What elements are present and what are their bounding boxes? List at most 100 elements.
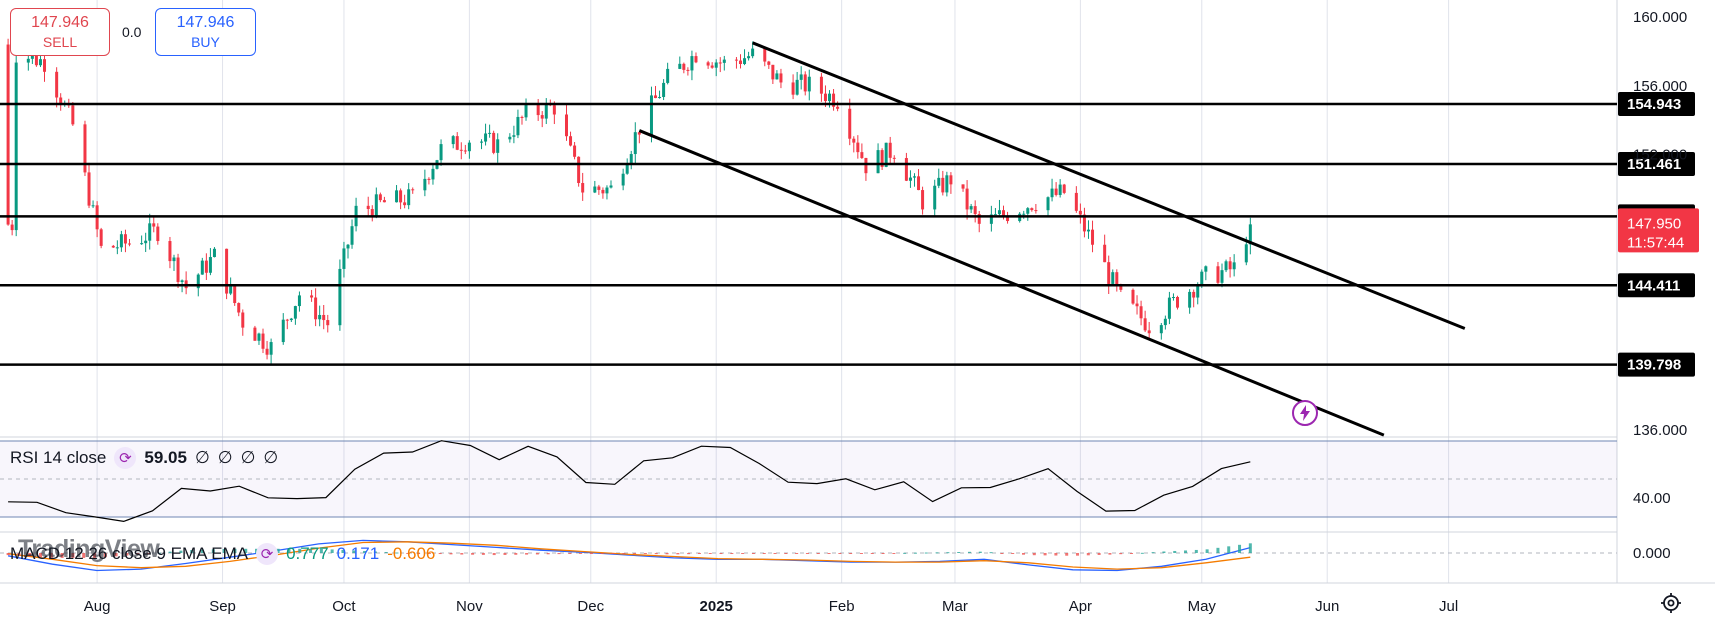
candle-body <box>751 48 755 57</box>
candle-body <box>156 226 160 242</box>
candle-body <box>407 189 411 206</box>
candle-body <box>597 186 601 190</box>
candle-body <box>1176 297 1179 308</box>
horizontal-levels[interactable]: 154.943151.461148.415144.411139.798147.9… <box>0 92 1699 377</box>
macd-histogram-bar <box>1248 543 1252 553</box>
macd-histogram-bar <box>136 553 140 555</box>
time-axis-label: 2025 <box>700 598 733 615</box>
sell-label: SELL <box>42 34 78 50</box>
macd-histogram-bar <box>114 553 118 557</box>
macd-histogram-bar <box>784 553 788 554</box>
candle-body <box>763 48 767 62</box>
candle-body <box>706 62 710 66</box>
macd-histogram-bar <box>989 552 993 554</box>
macd-histogram-bar <box>147 553 151 554</box>
candle-body <box>937 177 941 186</box>
candle-body <box>115 247 119 249</box>
candle-body <box>1147 330 1151 334</box>
macd-histogram-value: 0.777 <box>286 544 329 563</box>
macd-histogram-bar <box>103 553 107 558</box>
candle-body <box>1163 318 1167 326</box>
trendlines[interactable] <box>638 41 1466 437</box>
candle-body <box>1050 188 1054 198</box>
flash-icon[interactable] <box>1291 399 1319 427</box>
candle-body <box>848 108 852 139</box>
candle-body <box>969 206 973 210</box>
candle-body <box>297 295 301 307</box>
candle-body <box>229 286 233 294</box>
macd-histogram-bar <box>49 553 53 558</box>
macd-histogram-bar <box>708 553 712 554</box>
macd-histogram-bar <box>859 553 863 554</box>
macd-histogram-bar <box>870 553 874 554</box>
rsi-legend[interactable]: RSI 14 close ⟳ 59.05 ∅ ∅ ∅ ∅ <box>10 447 278 469</box>
candle-body <box>1022 213 1026 215</box>
candle-body <box>807 76 811 92</box>
candle-body <box>1054 188 1058 195</box>
candle-body <box>564 114 568 137</box>
candle-body <box>965 188 969 210</box>
candlestick-series <box>6 38 1252 365</box>
candle-body <box>119 234 123 248</box>
refresh-icon[interactable]: ⟳ <box>114 447 137 469</box>
candle-body <box>71 105 75 125</box>
candle-body <box>791 82 795 95</box>
candle-body <box>832 93 836 107</box>
candle-body <box>621 173 625 186</box>
sell-button[interactable]: 147.946 SELL <box>10 8 110 56</box>
macd-histogram-bar <box>1076 553 1080 556</box>
candle-body <box>459 149 463 151</box>
candle-body <box>771 64 775 80</box>
macd-histogram-bar <box>1011 553 1015 554</box>
macd-histogram-bar <box>373 551 377 553</box>
macd-histogram-bar <box>1173 550 1177 553</box>
candle-body <box>253 327 257 341</box>
candle-body <box>1046 197 1050 211</box>
settings-icon[interactable] <box>1660 592 1682 614</box>
candle-body <box>455 136 459 150</box>
rsi-axis-label: 40.00 <box>1633 490 1671 507</box>
candle-body <box>658 96 662 99</box>
macd-legend[interactable]: MACD 12 26 close 9 EMA EMA ⟳ 0.777 0.171… <box>10 543 435 565</box>
candle-body <box>492 132 496 153</box>
candle-body <box>718 62 722 64</box>
candle-body <box>973 206 977 215</box>
current-price-text: 147.950 <box>1627 215 1681 232</box>
buy-button[interactable]: 147.946 BUY <box>155 8 256 56</box>
candle-body <box>1204 266 1208 272</box>
candle-body <box>581 183 585 193</box>
macd-histogram-bar <box>17 553 21 556</box>
candle-body <box>1082 214 1086 232</box>
macd-histogram-bar <box>514 553 518 555</box>
macd-histogram-bar <box>449 553 453 555</box>
candle-body <box>1139 306 1143 319</box>
level-price-tag: 144.411 <box>1618 273 1695 298</box>
macd-histogram-bar <box>633 553 637 554</box>
candle-body <box>1103 244 1107 263</box>
candle-body <box>318 314 322 320</box>
candle-body <box>524 104 528 118</box>
candle-body <box>289 318 293 321</box>
candle-body <box>293 306 297 319</box>
candle-body <box>977 214 981 224</box>
time-axis-label: Jul <box>1439 598 1458 615</box>
candle-body <box>431 168 435 180</box>
macd-histogram-bar <box>71 553 75 558</box>
refresh-icon[interactable]: ⟳ <box>256 543 279 565</box>
candle-body <box>609 185 613 188</box>
candle-body <box>338 268 342 326</box>
level-price-tag: 151.461 <box>1618 151 1695 176</box>
level-tag-bg <box>1618 352 1695 377</box>
macd-histogram-bar <box>276 548 280 553</box>
macd-histogram-bar <box>1205 549 1209 553</box>
candle-body <box>625 164 629 174</box>
macd-histogram-bar <box>946 552 950 554</box>
candle-body <box>370 209 374 217</box>
candle-body <box>10 224 14 231</box>
rsi-value: 59.05 <box>144 448 187 467</box>
candle-body <box>1002 210 1006 216</box>
candle-body <box>1074 192 1078 211</box>
macd-histogram-bar <box>309 548 313 553</box>
macd-histogram-bar <box>125 553 129 556</box>
